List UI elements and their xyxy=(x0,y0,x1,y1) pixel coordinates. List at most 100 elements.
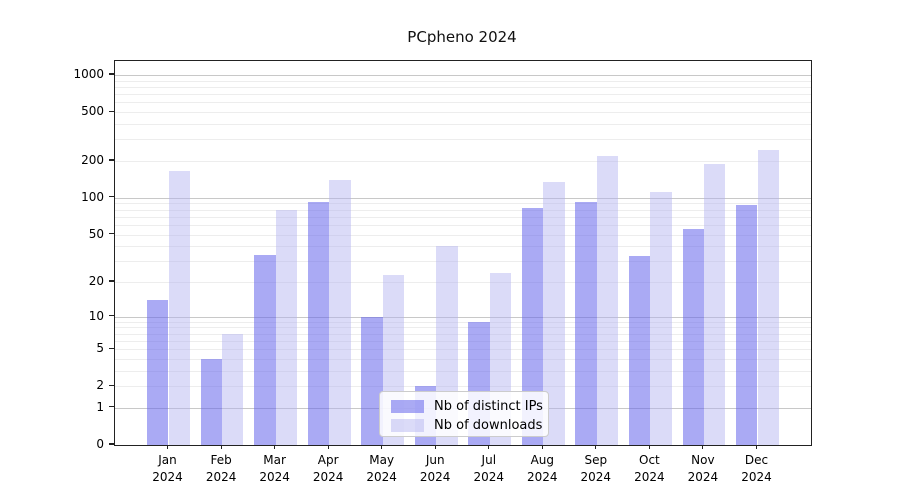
gridline-major xyxy=(115,197,811,199)
bar-distinct-ips xyxy=(682,228,704,445)
legend: Nb of distinct IPs Nb of downloads xyxy=(379,391,549,437)
bar-distinct-ips xyxy=(361,316,383,445)
y-tick-mark xyxy=(109,159,114,161)
bar-distinct-ips xyxy=(521,208,544,445)
bar-downloads xyxy=(757,150,779,445)
y-tick-label: 50 xyxy=(88,226,104,241)
gridline-minor xyxy=(115,87,811,88)
bar-distinct-ips xyxy=(147,300,169,445)
x-tick-mark xyxy=(755,445,758,450)
y-tick-mark xyxy=(109,406,114,408)
legend-swatch-downloads-icon xyxy=(391,419,424,432)
x-tick-label: Nov 2024 xyxy=(687,453,719,484)
y-tick-label: 200 xyxy=(81,153,104,167)
gridline-minor xyxy=(115,349,811,351)
x-tick-label: Aug 2024 xyxy=(527,453,558,484)
gridline-minor xyxy=(115,282,811,283)
gridline-minor xyxy=(115,370,811,372)
gridline-minor xyxy=(115,333,811,335)
x-tick-label: Dec 2024 xyxy=(741,453,772,484)
y-tick-label: 20 xyxy=(88,274,104,288)
x-tick-mark xyxy=(434,445,436,450)
gridline-minor xyxy=(115,386,811,388)
x-tick-label: Jul 2024 xyxy=(473,453,505,484)
gridline-minor xyxy=(115,139,811,141)
bar-downloads xyxy=(275,209,297,445)
y-tick-mark xyxy=(109,73,114,75)
bar-distinct-ips xyxy=(736,204,758,445)
y-tick-label: 500 xyxy=(81,104,104,119)
bar-downloads xyxy=(168,171,190,445)
y-tick-mark xyxy=(109,232,114,235)
gridline-minor xyxy=(115,321,811,323)
y-tick-mark xyxy=(109,384,114,386)
x-tick-mark xyxy=(327,445,329,450)
gridline-minor xyxy=(115,112,811,114)
x-tick-mark xyxy=(648,445,650,450)
bar-distinct-ips xyxy=(307,202,330,445)
y-tick-label: 2 xyxy=(96,378,104,393)
x-tick-mark xyxy=(488,445,490,450)
legend-item-distinct-ips: Nb of distinct IPs xyxy=(391,397,548,416)
bar-distinct-ips xyxy=(629,256,651,445)
x-tick-mark xyxy=(220,445,222,450)
x-tick-label: May 2024 xyxy=(366,453,397,484)
bar-distinct-ips xyxy=(200,358,223,445)
bar-downloads xyxy=(329,180,351,445)
y-tick-label: 10 xyxy=(88,308,104,323)
gridline-minor xyxy=(115,358,811,360)
y-tick-label: 100 xyxy=(81,189,104,204)
y-tick-mark xyxy=(109,443,114,445)
x-tick-label: Jan 2024 xyxy=(152,453,183,484)
x-tick-mark xyxy=(166,445,169,450)
gridline-minor xyxy=(115,203,811,205)
gridline-minor xyxy=(115,80,811,82)
x-tick-label: Jun 2024 xyxy=(419,453,451,484)
gridline-minor xyxy=(115,224,811,226)
y-tick-label: 1 xyxy=(96,399,104,414)
y-tick-label: 5 xyxy=(96,341,104,356)
x-tick-label: Sep 2024 xyxy=(580,453,612,484)
gridline-minor xyxy=(115,340,811,342)
bar-distinct-ips xyxy=(254,254,276,445)
gridline-minor xyxy=(115,216,811,218)
x-tick-mark xyxy=(274,445,276,450)
gridline-minor xyxy=(115,124,811,125)
gridline-minor xyxy=(115,161,811,162)
x-tick-mark xyxy=(381,445,383,450)
gridline-major xyxy=(115,75,811,76)
x-tick-mark xyxy=(595,445,597,450)
legend-label-distinct-ips: Nb of distinct IPs xyxy=(434,399,543,414)
y-tick-label: 1000 xyxy=(73,67,104,81)
bar-downloads xyxy=(222,333,244,445)
y-tick-mark xyxy=(109,315,114,317)
x-tick-label: Mar 2024 xyxy=(259,453,290,484)
gridline-minor xyxy=(115,234,811,236)
gridline-minor xyxy=(115,94,811,96)
gridline-minor xyxy=(115,327,811,329)
x-tick-mark xyxy=(541,445,543,450)
y-tick-mark xyxy=(109,280,114,282)
y-tick-mark xyxy=(109,347,114,349)
legend-label-downloads: Nb of downloads xyxy=(434,418,543,433)
bar-distinct-ips xyxy=(575,201,597,445)
gridline-major xyxy=(115,316,811,318)
legend-item-downloads: Nb of downloads xyxy=(391,416,548,435)
x-tick-label: Feb 2024 xyxy=(205,453,237,484)
gridline-minor xyxy=(115,209,811,211)
bar-downloads xyxy=(543,181,565,445)
chart-title: PCpheno 2024 xyxy=(407,28,517,46)
bar-downloads xyxy=(596,155,619,445)
x-tick-label: Oct 2024 xyxy=(634,453,665,484)
x-tick-mark xyxy=(702,445,704,450)
gridline-minor xyxy=(115,261,811,263)
plot-area: Nb of distinct IPs Nb of downloads xyxy=(114,60,812,446)
y-tick-mark xyxy=(109,196,114,198)
bar-downloads xyxy=(650,191,672,445)
y-tick-label: 0 xyxy=(96,437,104,451)
bar-downloads xyxy=(703,163,726,445)
y-tick-mark xyxy=(109,110,114,112)
gridline-minor xyxy=(115,102,811,104)
gridline-minor xyxy=(115,246,811,248)
